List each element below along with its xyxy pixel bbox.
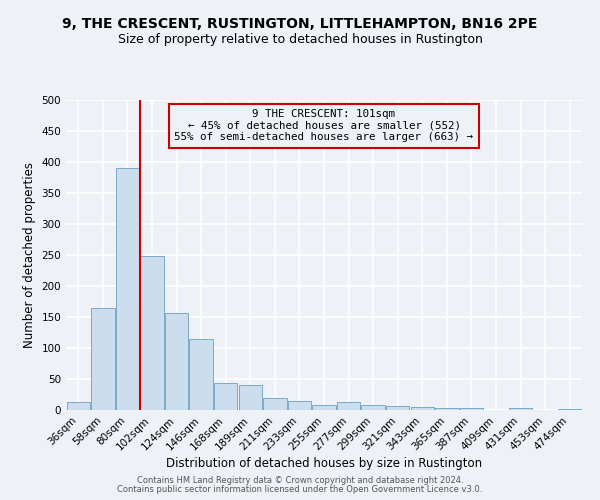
Bar (361, 405, 385, 410)
Bar (67, 402, 90, 410)
Bar (91, 308, 115, 410)
Bar (214, 382, 238, 410)
Text: 9 THE CRESCENT: 101sqm
← 45% of detached houses are smaller (552)
55% of semi-de: 9 THE CRESCENT: 101sqm ← 45% of detached… (175, 110, 473, 142)
Bar (288, 400, 311, 410)
Bar (410, 407, 434, 410)
Bar (140, 256, 164, 410)
Bar (313, 405, 335, 410)
Text: Size of property relative to detached houses in Rustington: Size of property relative to detached ho… (118, 32, 482, 46)
Text: Contains HM Land Registry data © Crown copyright and database right 2024.: Contains HM Land Registry data © Crown c… (137, 476, 463, 485)
Y-axis label: Number of detached properties: Number of detached properties (23, 162, 36, 348)
Bar (509, 408, 532, 410)
Bar (337, 402, 360, 410)
Bar (386, 406, 409, 410)
X-axis label: Distribution of detached houses by size in Rustington: Distribution of detached houses by size … (166, 458, 482, 470)
Bar (263, 398, 287, 410)
Bar (165, 312, 188, 410)
Text: Contains public sector information licensed under the Open Government Licence v3: Contains public sector information licen… (118, 485, 482, 494)
Bar (460, 408, 483, 410)
Bar (190, 338, 213, 410)
Bar (435, 408, 458, 410)
Bar (239, 385, 262, 410)
Text: 9, THE CRESCENT, RUSTINGTON, LITTLEHAMPTON, BN16 2PE: 9, THE CRESCENT, RUSTINGTON, LITTLEHAMPT… (62, 18, 538, 32)
Bar (116, 168, 139, 410)
